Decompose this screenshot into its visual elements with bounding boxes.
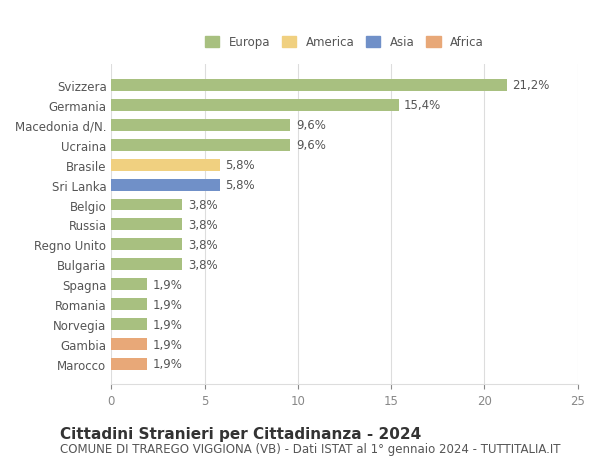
Text: 3,8%: 3,8% xyxy=(188,218,217,231)
Bar xyxy=(112,140,290,151)
Bar xyxy=(112,119,290,131)
Text: 3,8%: 3,8% xyxy=(188,258,217,271)
Text: 1,9%: 1,9% xyxy=(152,338,182,351)
Text: 5,8%: 5,8% xyxy=(225,179,255,192)
Bar xyxy=(112,159,220,171)
Bar xyxy=(112,298,147,310)
Text: Cittadini Stranieri per Cittadinanza - 2024: Cittadini Stranieri per Cittadinanza - 2… xyxy=(60,426,421,442)
Text: 15,4%: 15,4% xyxy=(404,99,442,112)
Text: 1,9%: 1,9% xyxy=(152,298,182,311)
Text: 3,8%: 3,8% xyxy=(188,199,217,212)
Bar xyxy=(112,358,147,370)
Text: 9,6%: 9,6% xyxy=(296,139,326,152)
Text: COMUNE DI TRAREGO VIGGIONA (VB) - Dati ISTAT al 1° gennaio 2024 - TUTTITALIA.IT: COMUNE DI TRAREGO VIGGIONA (VB) - Dati I… xyxy=(60,442,560,455)
Text: 1,9%: 1,9% xyxy=(152,318,182,331)
Bar xyxy=(112,279,147,291)
Bar xyxy=(112,239,182,251)
Bar xyxy=(112,259,182,271)
Text: 1,9%: 1,9% xyxy=(152,278,182,291)
Bar xyxy=(112,219,182,231)
Bar xyxy=(112,319,147,330)
Text: 1,9%: 1,9% xyxy=(152,358,182,370)
Bar xyxy=(112,100,398,112)
Bar xyxy=(112,338,147,350)
Text: 21,2%: 21,2% xyxy=(512,79,550,92)
Legend: Europa, America, Asia, Africa: Europa, America, Asia, Africa xyxy=(202,33,487,53)
Text: 5,8%: 5,8% xyxy=(225,159,255,172)
Bar xyxy=(112,199,182,211)
Text: 9,6%: 9,6% xyxy=(296,119,326,132)
Bar xyxy=(112,80,506,92)
Bar xyxy=(112,179,220,191)
Text: 3,8%: 3,8% xyxy=(188,238,217,252)
